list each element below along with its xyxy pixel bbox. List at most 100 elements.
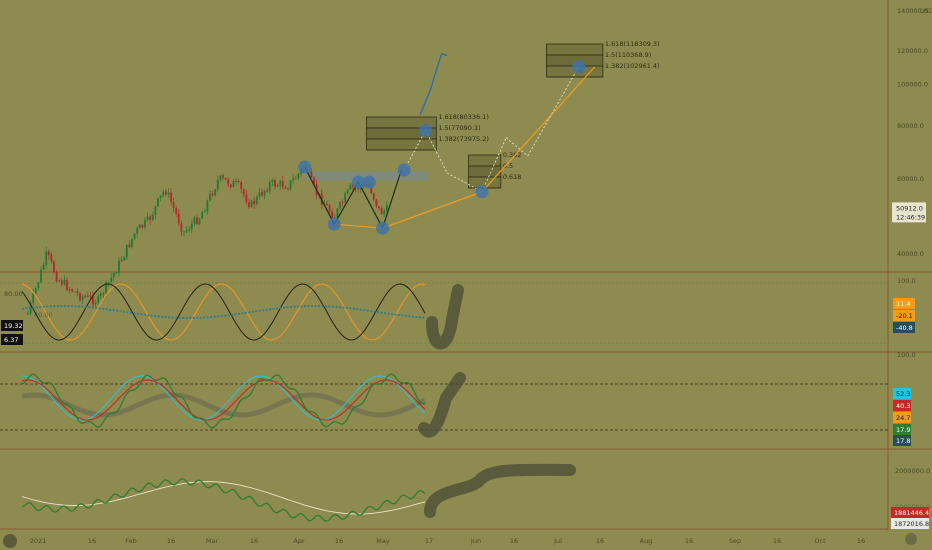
obv-axis-label: 2000000.0 <box>895 467 930 475</box>
candle-body <box>170 192 172 203</box>
candle-body <box>196 217 198 225</box>
candle-body <box>183 231 185 233</box>
time-tick-label: 16 <box>167 537 175 545</box>
candle-body <box>125 244 128 258</box>
osc1-signal-line <box>21 283 426 341</box>
candle-body <box>372 193 375 200</box>
value-badge <box>893 388 911 399</box>
candles <box>27 166 388 316</box>
fib-level-label: 1.5(77090.1) <box>438 124 480 132</box>
time-axis: 2021 16 Feb 16 Mar 16 Apr 16 May 17 Jun 16 Jul 16 Aug 1… <box>30 537 865 545</box>
candle-body <box>336 208 339 218</box>
candle-body <box>346 189 349 194</box>
candle-body <box>128 244 131 248</box>
candle-body <box>190 223 193 230</box>
goto-realtime-button[interactable] <box>905 533 917 545</box>
candle-body <box>45 251 48 265</box>
price-tick-label: 40000.0 <box>897 250 924 258</box>
candle-body <box>211 193 214 196</box>
candle-body <box>378 206 380 209</box>
candle-body <box>255 196 258 204</box>
candle-body <box>193 217 196 224</box>
candle-body <box>172 202 175 209</box>
fib-level-label: 0.618 <box>503 173 522 181</box>
candle-body <box>175 208 178 214</box>
candle-body <box>118 260 120 273</box>
value-badge-text: -20.1 <box>896 312 913 320</box>
price-tick-label: 60000.0 <box>897 175 924 183</box>
osc1-main-line <box>21 283 426 341</box>
candle-body <box>81 296 84 301</box>
osc2-cyan-line <box>21 375 426 421</box>
time-tick-label: 16 <box>510 537 518 545</box>
time-tick-label: Jul <box>553 537 562 545</box>
osc2-green-line <box>21 373 426 429</box>
candle-body <box>162 191 165 196</box>
candle-body <box>76 291 79 294</box>
candle-body <box>58 280 61 282</box>
value-badge <box>893 412 911 423</box>
obv-pane <box>21 463 576 522</box>
resistance-zone <box>304 171 429 181</box>
blue-projection-line <box>419 53 448 115</box>
osc1-dotted-line <box>21 305 426 319</box>
candle-body <box>79 293 81 301</box>
candle-body <box>151 214 154 221</box>
grid <box>0 0 932 530</box>
time-tick-label: 2021 <box>30 537 47 545</box>
candle-body <box>245 194 248 203</box>
candle-body <box>209 193 211 201</box>
candle-body <box>149 216 152 221</box>
fib-level-label: 1.382(102961.4) <box>605 62 660 70</box>
candle-body <box>206 200 209 212</box>
candle-body <box>281 180 284 188</box>
value-badge <box>891 507 929 518</box>
time-tick-label: 16 <box>335 537 343 545</box>
value-badge-text: 11.4 <box>896 300 910 308</box>
fib-band <box>468 165 502 178</box>
candle-body <box>32 292 35 303</box>
candle-body <box>154 206 157 215</box>
fib-band <box>546 43 604 56</box>
candle-body <box>339 202 341 209</box>
candle-body <box>383 210 386 215</box>
candle-body <box>313 177 315 185</box>
candle-body <box>375 199 378 207</box>
candle-body <box>279 180 282 186</box>
candle-body <box>27 313 29 315</box>
fib-band <box>366 138 437 151</box>
candle-body <box>136 227 139 234</box>
candle-body <box>123 257 126 261</box>
value-badge-text: 24.7 <box>896 414 910 422</box>
candle-body <box>120 260 123 262</box>
resistance-zone-rect <box>304 171 429 181</box>
ghost-path <box>505 137 528 157</box>
value-badge-text: 6.37 <box>4 336 18 344</box>
candle-body <box>177 213 180 224</box>
value-badge-text: 17.8 <box>896 437 910 445</box>
candle-body <box>219 175 222 181</box>
candle-body <box>110 277 113 282</box>
osc2-histogram-band <box>21 392 426 418</box>
time-tick-label: 16 <box>250 537 258 545</box>
value-badge-text: -40.8 <box>896 324 913 332</box>
fib-level-label: 1.618(118309.3) <box>605 40 660 48</box>
candle-body <box>42 264 45 270</box>
candle-body <box>107 281 110 283</box>
candle-body <box>105 282 107 294</box>
time-tick-label: Oct <box>814 537 826 545</box>
value-badge-text: 40.3 <box>896 402 910 410</box>
candle-body <box>112 273 115 278</box>
value-badge-text: 1872016.8 <box>894 520 929 528</box>
value-badge <box>893 310 915 321</box>
candle-body <box>201 212 204 219</box>
value-badge <box>1 320 23 331</box>
time-tick-label: Aug <box>640 537 653 545</box>
candle-body <box>229 184 232 188</box>
value-badge <box>893 322 915 333</box>
ghost-path <box>481 137 507 192</box>
fib-level-label: 0.382 <box>503 151 522 159</box>
price-tick-label: 80000.0 <box>897 122 924 130</box>
time-tick-label: 16 <box>596 537 604 545</box>
